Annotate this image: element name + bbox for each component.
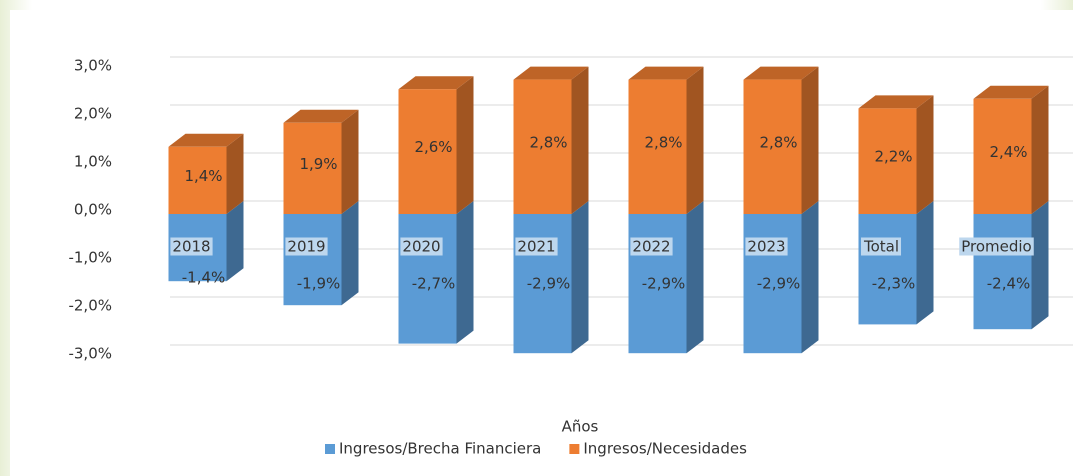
bar-side (686, 66, 704, 214)
value-label: 2,2% (874, 148, 912, 166)
value-label: -2,9% (642, 275, 686, 293)
x-tick-label-bg (745, 237, 788, 256)
value-label: 2,8% (529, 133, 567, 151)
value-label: -1,4% (182, 269, 226, 287)
bar (283, 122, 342, 214)
x-tick-label: 2020 (402, 238, 440, 256)
y-tick-label: 3,0% (74, 57, 112, 75)
legend-label: Ingresos/Necesidades (583, 440, 747, 458)
x-tick-label-bg (959, 237, 1034, 256)
bar-side (916, 201, 934, 325)
x-tick-label-bg (860, 237, 902, 256)
value-label: -2,9% (527, 275, 571, 293)
value-label: 2,4% (989, 143, 1027, 161)
bar (858, 214, 917, 325)
y-tick-label: 0,0% (74, 201, 112, 219)
bar (858, 108, 917, 214)
bar-top (743, 66, 819, 80)
x-tick-label: 2022 (632, 238, 670, 256)
bar-top (398, 76, 474, 90)
legend-label: Ingresos/Brecha Financiera (339, 440, 541, 458)
y-tick-label: 1,0% (74, 153, 112, 171)
x-tick-label-bg (515, 237, 558, 256)
bar-top (858, 95, 934, 109)
x-tick-label: Promedio (961, 238, 1032, 256)
value-label: -1,9% (297, 275, 341, 293)
bar-side (456, 201, 474, 344)
value-label: -2,9% (757, 275, 801, 293)
bar-top (628, 66, 704, 80)
x-tick-label: 2019 (287, 238, 325, 256)
y-tick-label: -1,0% (68, 249, 112, 267)
bar-side (801, 66, 819, 214)
bar-top (973, 85, 1049, 99)
value-label: 2,8% (759, 133, 797, 151)
value-label: 1,9% (299, 155, 337, 173)
bar-side (456, 76, 474, 214)
bar-top (168, 133, 244, 147)
bar-side (226, 133, 244, 214)
x-tick-label: 2021 (517, 238, 555, 256)
y-tick-label: -2,0% (68, 297, 112, 315)
legend-swatch (325, 444, 335, 454)
x-tick-label-bg (630, 237, 673, 256)
bar-side (1031, 85, 1049, 214)
bar-side (1031, 201, 1049, 330)
x-tick-label-bg (285, 237, 328, 256)
value-label: -2,3% (872, 275, 916, 293)
bar (743, 214, 802, 354)
x-tick-label-bg (400, 237, 443, 256)
x-axis-label: Años (562, 418, 599, 436)
bar-side (226, 201, 244, 282)
x-tick-label: 2018 (172, 238, 210, 256)
bar-top (283, 109, 359, 123)
x-tick-label: Total (863, 238, 899, 256)
bar (398, 214, 457, 344)
bar-side (686, 201, 704, 354)
x-tick-label-bg (170, 237, 213, 256)
value-label: 2,8% (644, 133, 682, 151)
bar-side (916, 95, 934, 214)
value-label: -2,4% (987, 275, 1031, 293)
bar (628, 79, 687, 214)
bar (283, 214, 342, 306)
bar-side (341, 201, 359, 306)
legend-swatch (569, 444, 580, 454)
value-label: -2,7% (412, 275, 456, 293)
y-tick-label: -3,0% (68, 345, 112, 363)
bar-side (571, 201, 589, 354)
bar-side (341, 109, 359, 214)
bar-top (513, 66, 589, 80)
x-tick-label: 2023 (747, 238, 785, 256)
bar (168, 146, 227, 214)
bar (973, 98, 1032, 214)
value-label: 2,6% (414, 138, 452, 156)
bar (513, 79, 572, 214)
y-tick-label: 2,0% (74, 105, 112, 123)
bar (628, 214, 687, 354)
bar-side (571, 66, 589, 214)
bar (743, 79, 802, 214)
bar (398, 89, 457, 214)
bar-side (801, 201, 819, 354)
bar (973, 214, 1032, 330)
bar (513, 214, 572, 354)
value-label: 1,4% (184, 167, 222, 185)
